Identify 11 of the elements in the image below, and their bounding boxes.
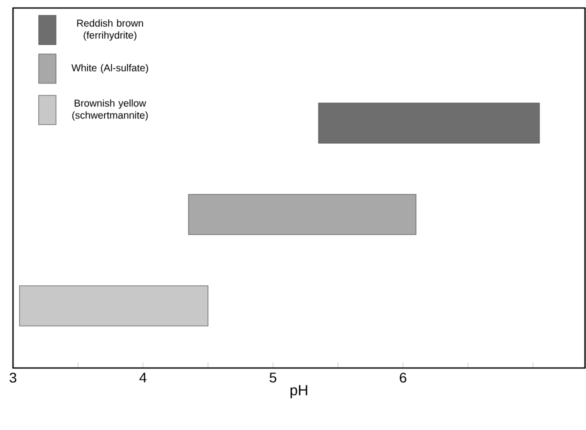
x-tick-label: 3 xyxy=(10,372,16,383)
bar xyxy=(188,194,416,235)
x-tick-label: 4 xyxy=(139,372,146,382)
x-tick-label: 5 xyxy=(270,372,276,382)
annotation: Reddish brown (ferrihydrite) xyxy=(77,19,144,41)
bar xyxy=(318,102,540,144)
x-tick-label: 6 xyxy=(400,372,406,383)
bar xyxy=(19,286,208,326)
annotation: Brownish yellow (schwertmannite) xyxy=(72,99,148,121)
x-axis-title: pH xyxy=(290,385,308,398)
annotation: White (Al-sulfate) xyxy=(71,64,148,74)
